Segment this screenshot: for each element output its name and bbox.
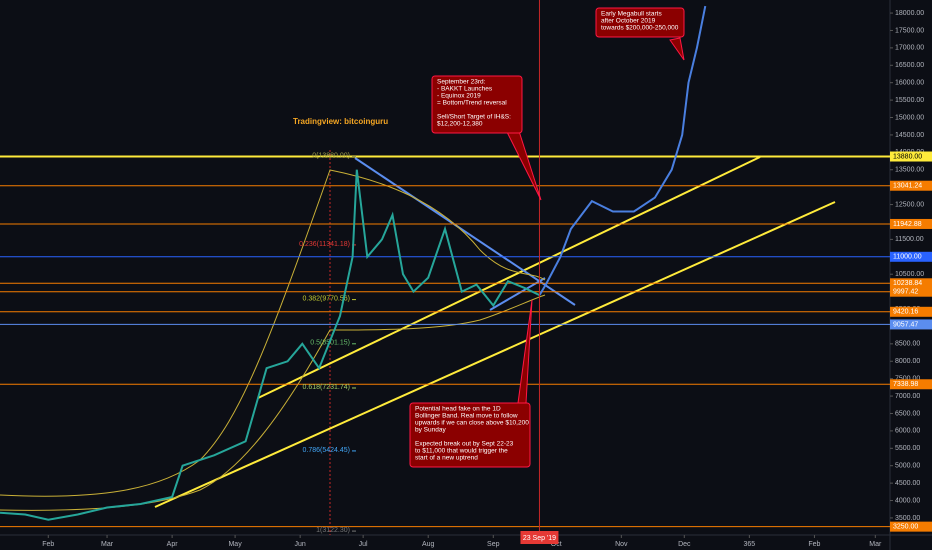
fib-label: 0(13880.00)	[312, 152, 350, 159]
fib-label: 0.786(5424.45)	[303, 447, 350, 454]
y-tick-label: 5000.00	[895, 463, 920, 470]
y-tick-label: 13500.00	[895, 167, 924, 174]
callout-text: September 23rd:	[437, 79, 486, 86]
callout-text: = Bottom/Trend reversal	[437, 100, 507, 107]
y-tick-label: 16500.00	[895, 62, 924, 69]
y-tick-label: 17500.00	[895, 27, 924, 34]
y-tick-label: 7500.00	[895, 376, 920, 383]
level-tag-label: 3250.00	[893, 523, 918, 530]
bollinger-band	[0, 169, 546, 497]
y-tick-label: 11500.00	[895, 236, 924, 243]
x-tick-label: Aug	[422, 541, 435, 548]
level-tag	[890, 218, 932, 229]
callout-text: Early Megabull starts	[601, 11, 662, 18]
callout-text: Expected break out by Sept 22-23	[415, 441, 514, 448]
level-tag	[890, 151, 932, 162]
callout	[409, 402, 531, 468]
level-tag-label: 9057.47	[893, 321, 918, 328]
callout	[431, 75, 523, 134]
y-tick-label: 6500.00	[895, 410, 920, 417]
callout-text: start of a new uptrend	[415, 455, 478, 462]
x-tick-label: Feb	[808, 541, 820, 548]
y-tick-label: 14500.00	[895, 132, 924, 139]
x-tick-label: Sep	[487, 541, 500, 548]
date-marker-box	[520, 531, 559, 544]
level-tag	[890, 278, 932, 289]
x-tick-label: Jun	[295, 541, 306, 548]
callout-text: towards $200,000-250,000	[601, 25, 679, 32]
x-tick-label: Mar	[869, 541, 882, 548]
x-tick-label: Nov	[615, 541, 628, 548]
x-tick-label: Feb	[42, 541, 54, 548]
level-tag-label: 9997.42	[893, 289, 918, 296]
level-tag-label: 11942.88	[893, 221, 922, 228]
level-tag	[890, 521, 932, 532]
y-tick-label: 4000.00	[895, 497, 920, 504]
y-tick-label: 18000.00	[895, 10, 924, 17]
fib-label: 0.382(9770.56)	[303, 295, 350, 302]
level-tag	[890, 251, 932, 262]
x-tick-label: Jul	[359, 541, 368, 548]
y-tick-label: 6000.00	[895, 428, 920, 435]
price-line	[538, 5, 707, 296]
level-tag-label: 13041.24	[893, 183, 922, 190]
level-tag	[890, 180, 932, 191]
y-tick-label: 12500.00	[895, 201, 924, 208]
callout-pointer	[669, 37, 685, 61]
fib-label: 1(3122.30)	[316, 527, 350, 534]
y-tick-label: 8000.00	[895, 358, 920, 365]
callout-text: - BAKKT Launches	[437, 86, 493, 93]
callout-text: - Equinox 2019	[437, 93, 481, 100]
y-tick-label: 3500.00	[895, 515, 920, 522]
level-tag	[890, 286, 932, 297]
callout-text: after October 2019	[601, 18, 656, 25]
fib-label: 0.236(11341.18)	[299, 241, 350, 248]
callout-text: Potential head fake on the 1D	[415, 406, 501, 413]
y-tick-label: 15500.00	[895, 97, 924, 104]
x-tick-label: May	[228, 541, 242, 548]
x-tick-label: Mar	[101, 541, 114, 548]
watermark: Tradingview: bitcoinguru	[293, 117, 388, 126]
callout-text: $12,200-12,380	[437, 121, 483, 128]
level-tag	[890, 319, 932, 330]
y-tick-label: 5500.00	[895, 445, 920, 452]
callout-text: Bollinger Band. Real move to follow	[415, 413, 518, 420]
price-line	[0, 169, 540, 521]
callout-text: by Sunday	[415, 427, 446, 434]
fib-label: 0.618(7231.74)	[303, 384, 350, 391]
level-tag-label: 13880.00	[893, 153, 922, 160]
callout-text: upwards if we can close above $10,200	[415, 420, 529, 427]
callout-text: Sell/Short Target of IH&S:	[437, 114, 511, 121]
x-tick-label: Oct	[551, 541, 562, 548]
y-tick-label: 4500.00	[895, 480, 920, 487]
trend-line	[257, 156, 761, 399]
y-tick-label: 15000.00	[895, 114, 924, 121]
trend-line	[354, 157, 576, 306]
level-tag	[890, 379, 932, 390]
level-tag	[890, 306, 932, 317]
y-tick-label: 10500.00	[895, 271, 924, 278]
x-tick-label: Apr	[167, 541, 179, 548]
level-tag-label: 11000.00	[893, 254, 922, 261]
trend-line	[154, 201, 836, 508]
level-tag-label: 9420.16	[893, 309, 918, 316]
level-tag-label: 10238.84	[893, 280, 922, 287]
callout-text: to $11,000 that would trigger the	[415, 448, 508, 455]
y-tick-label: 7000.00	[895, 393, 920, 400]
x-tick-label: Dec	[678, 541, 691, 548]
date-marker: 23 Sep '19	[523, 535, 556, 542]
y-tick-label: 8500.00	[895, 341, 920, 348]
level-tag-label: 7338.98	[893, 381, 918, 388]
callout	[595, 7, 685, 38]
x-tick-label: 365	[744, 541, 756, 548]
y-tick-label: 16000.00	[895, 80, 924, 87]
y-tick-label: 17000.00	[895, 45, 924, 52]
